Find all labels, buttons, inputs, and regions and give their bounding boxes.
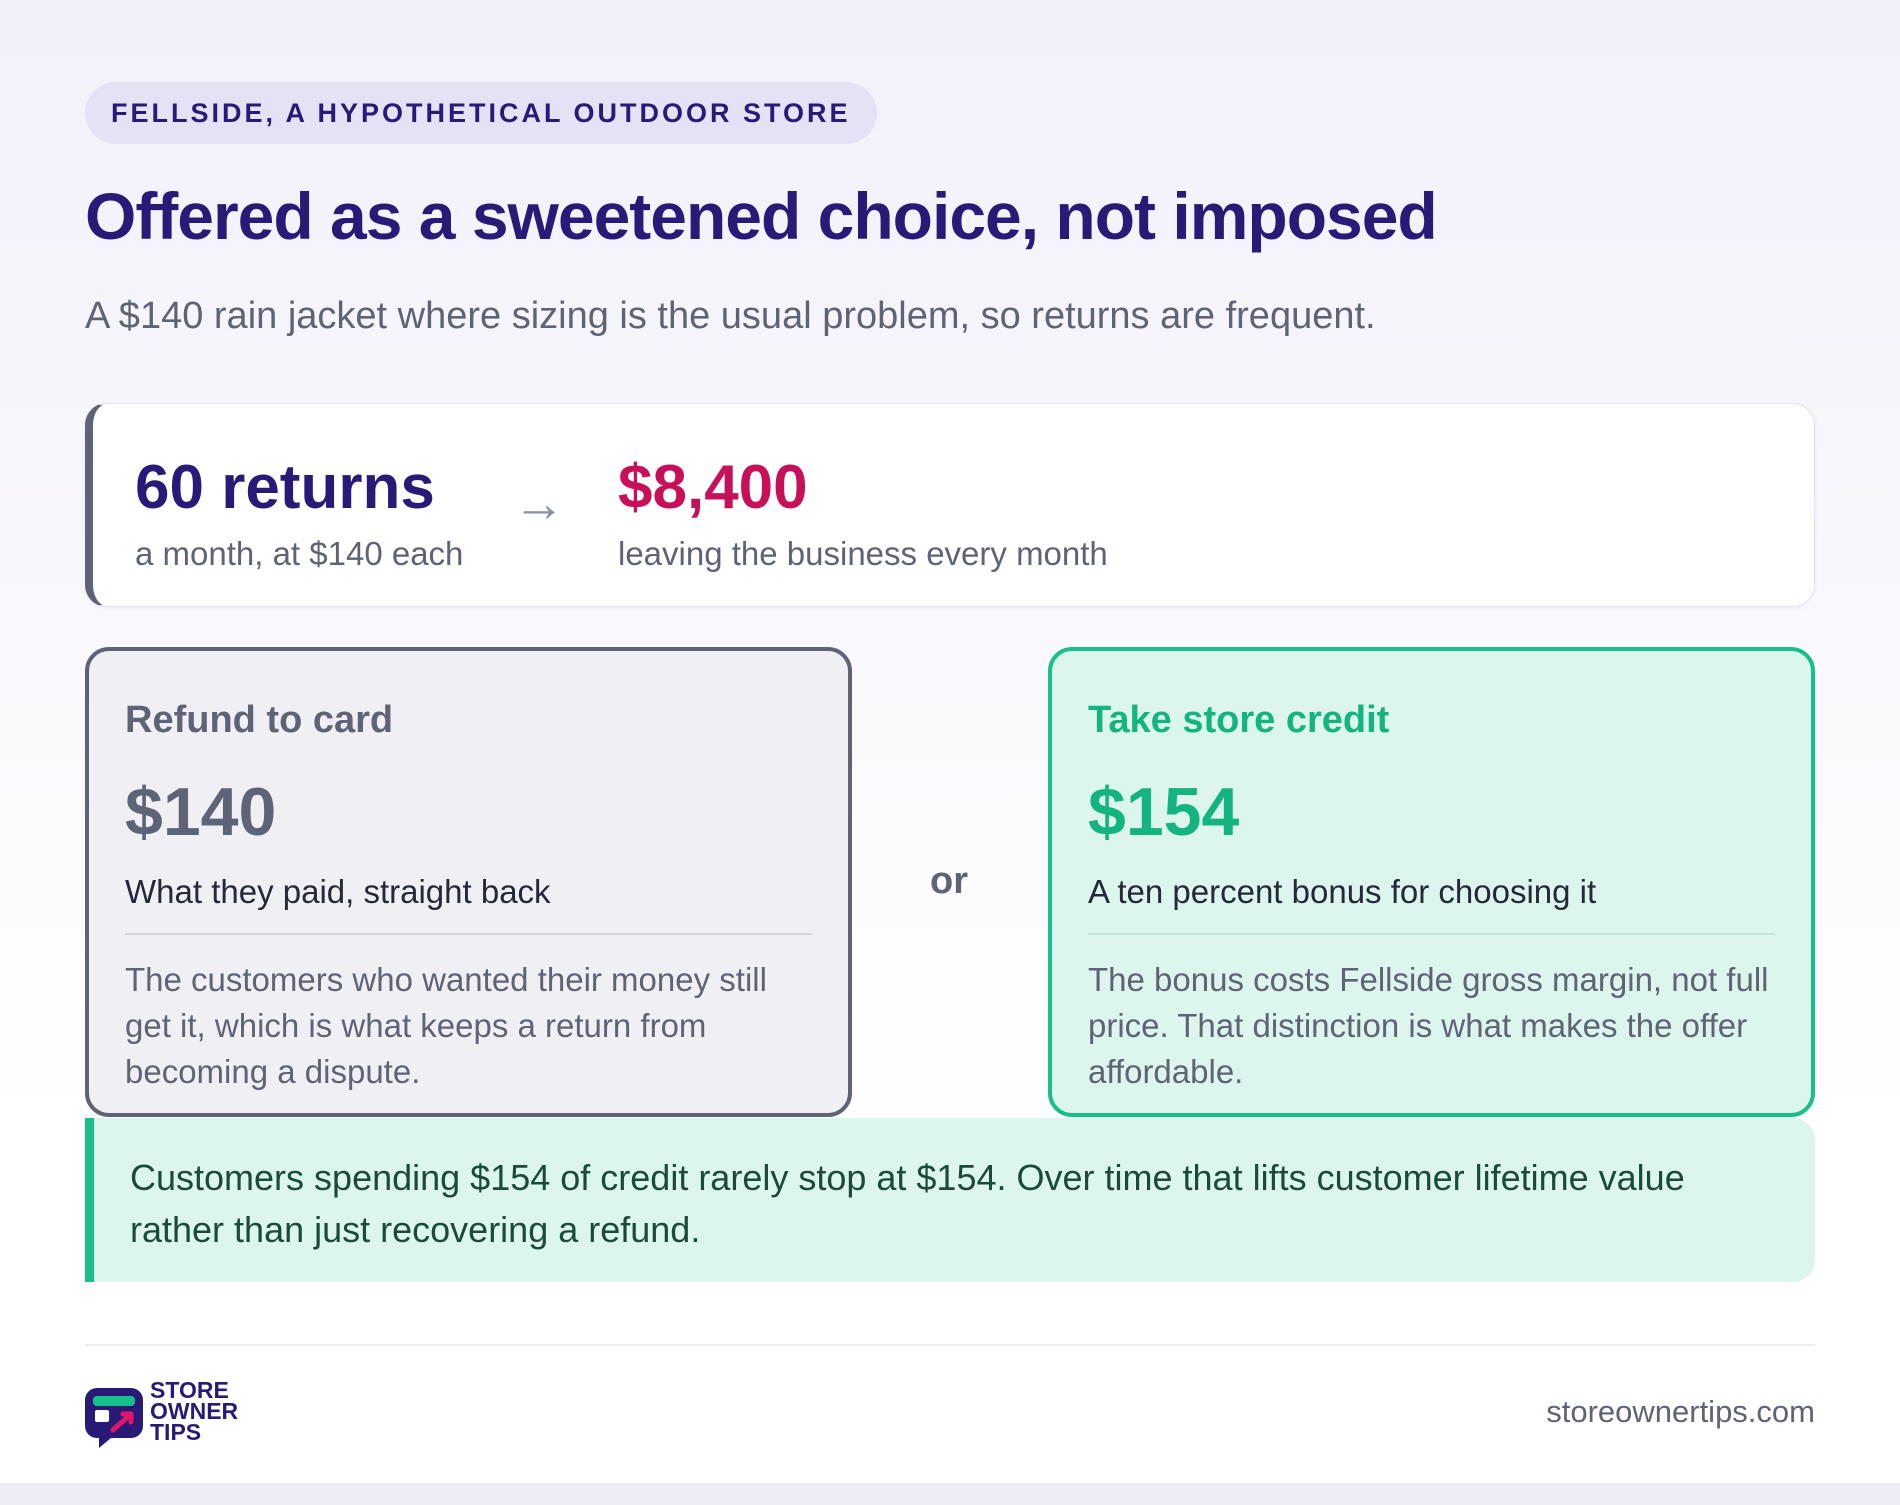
eyebrow-badge: FELLSIDE, A HYPOTHETICAL OUTDOOR STORE <box>85 82 877 144</box>
credit-option-note: The bonus costs Fellside gross margin, n… <box>1088 961 1769 1090</box>
refund-option-note: The customers who wanted their money sti… <box>125 961 767 1090</box>
divider <box>1088 933 1775 935</box>
returns-total-block: $8,400 leaving the business every month <box>618 452 1108 574</box>
refund-option-card: Refund to card $140 What they paid, stra… <box>85 647 852 1117</box>
brand-wordmark: STORE OWNER TIPS <box>150 1377 239 1445</box>
site-url-link[interactable]: storeownertips.com <box>1546 1394 1815 1429</box>
refund-option-label: Refund to card <box>125 699 394 741</box>
returns-count-value: 60 returns <box>135 453 435 522</box>
credit-option-label: Take store credit <box>1088 699 1390 741</box>
credit-option-card: Take store credit $154 A ten percent bon… <box>1048 647 1815 1117</box>
infographic: FELLSIDE, A HYPOTHETICAL OUTDOOR STORE O… <box>85 82 1815 1448</box>
returns-stat-card: 60 returns a month, at $140 each → $8,40… <box>85 403 1815 607</box>
returns-count-block: 60 returns a month, at $140 each <box>135 452 463 574</box>
brand-logo[interactable]: STORE OWNER TIPS <box>85 1377 255 1452</box>
or-separator: or <box>930 860 968 902</box>
arrow-right-icon: → <box>513 475 565 533</box>
page-title: Offered as a sweetened choice, not impos… <box>85 179 1438 253</box>
bottom-band <box>0 1483 1900 1505</box>
refund-option-description: What they paid, straight back <box>125 873 551 910</box>
brand-line: OWNER <box>150 1398 239 1424</box>
brand-line: STORE <box>150 1377 229 1403</box>
lifetime-value-callout: Customers spending $154 of credit rarely… <box>85 1118 1815 1282</box>
returns-total-value: $8,400 <box>618 453 808 522</box>
returns-count-caption: a month, at $140 each <box>135 535 464 572</box>
footer-divider <box>85 1344 1815 1346</box>
refund-option-amount: $140 <box>125 774 277 850</box>
credit-option-description: A ten percent bonus for choosing it <box>1088 873 1597 910</box>
returns-total-caption: leaving the business every month <box>618 535 1108 572</box>
storefront-chat-icon <box>85 1388 143 1448</box>
brand-line: TIPS <box>150 1419 202 1445</box>
divider <box>125 933 812 935</box>
page-subtitle: A $140 rain jacket where sizing is the u… <box>85 295 1376 337</box>
credit-option-amount: $154 <box>1088 774 1240 850</box>
